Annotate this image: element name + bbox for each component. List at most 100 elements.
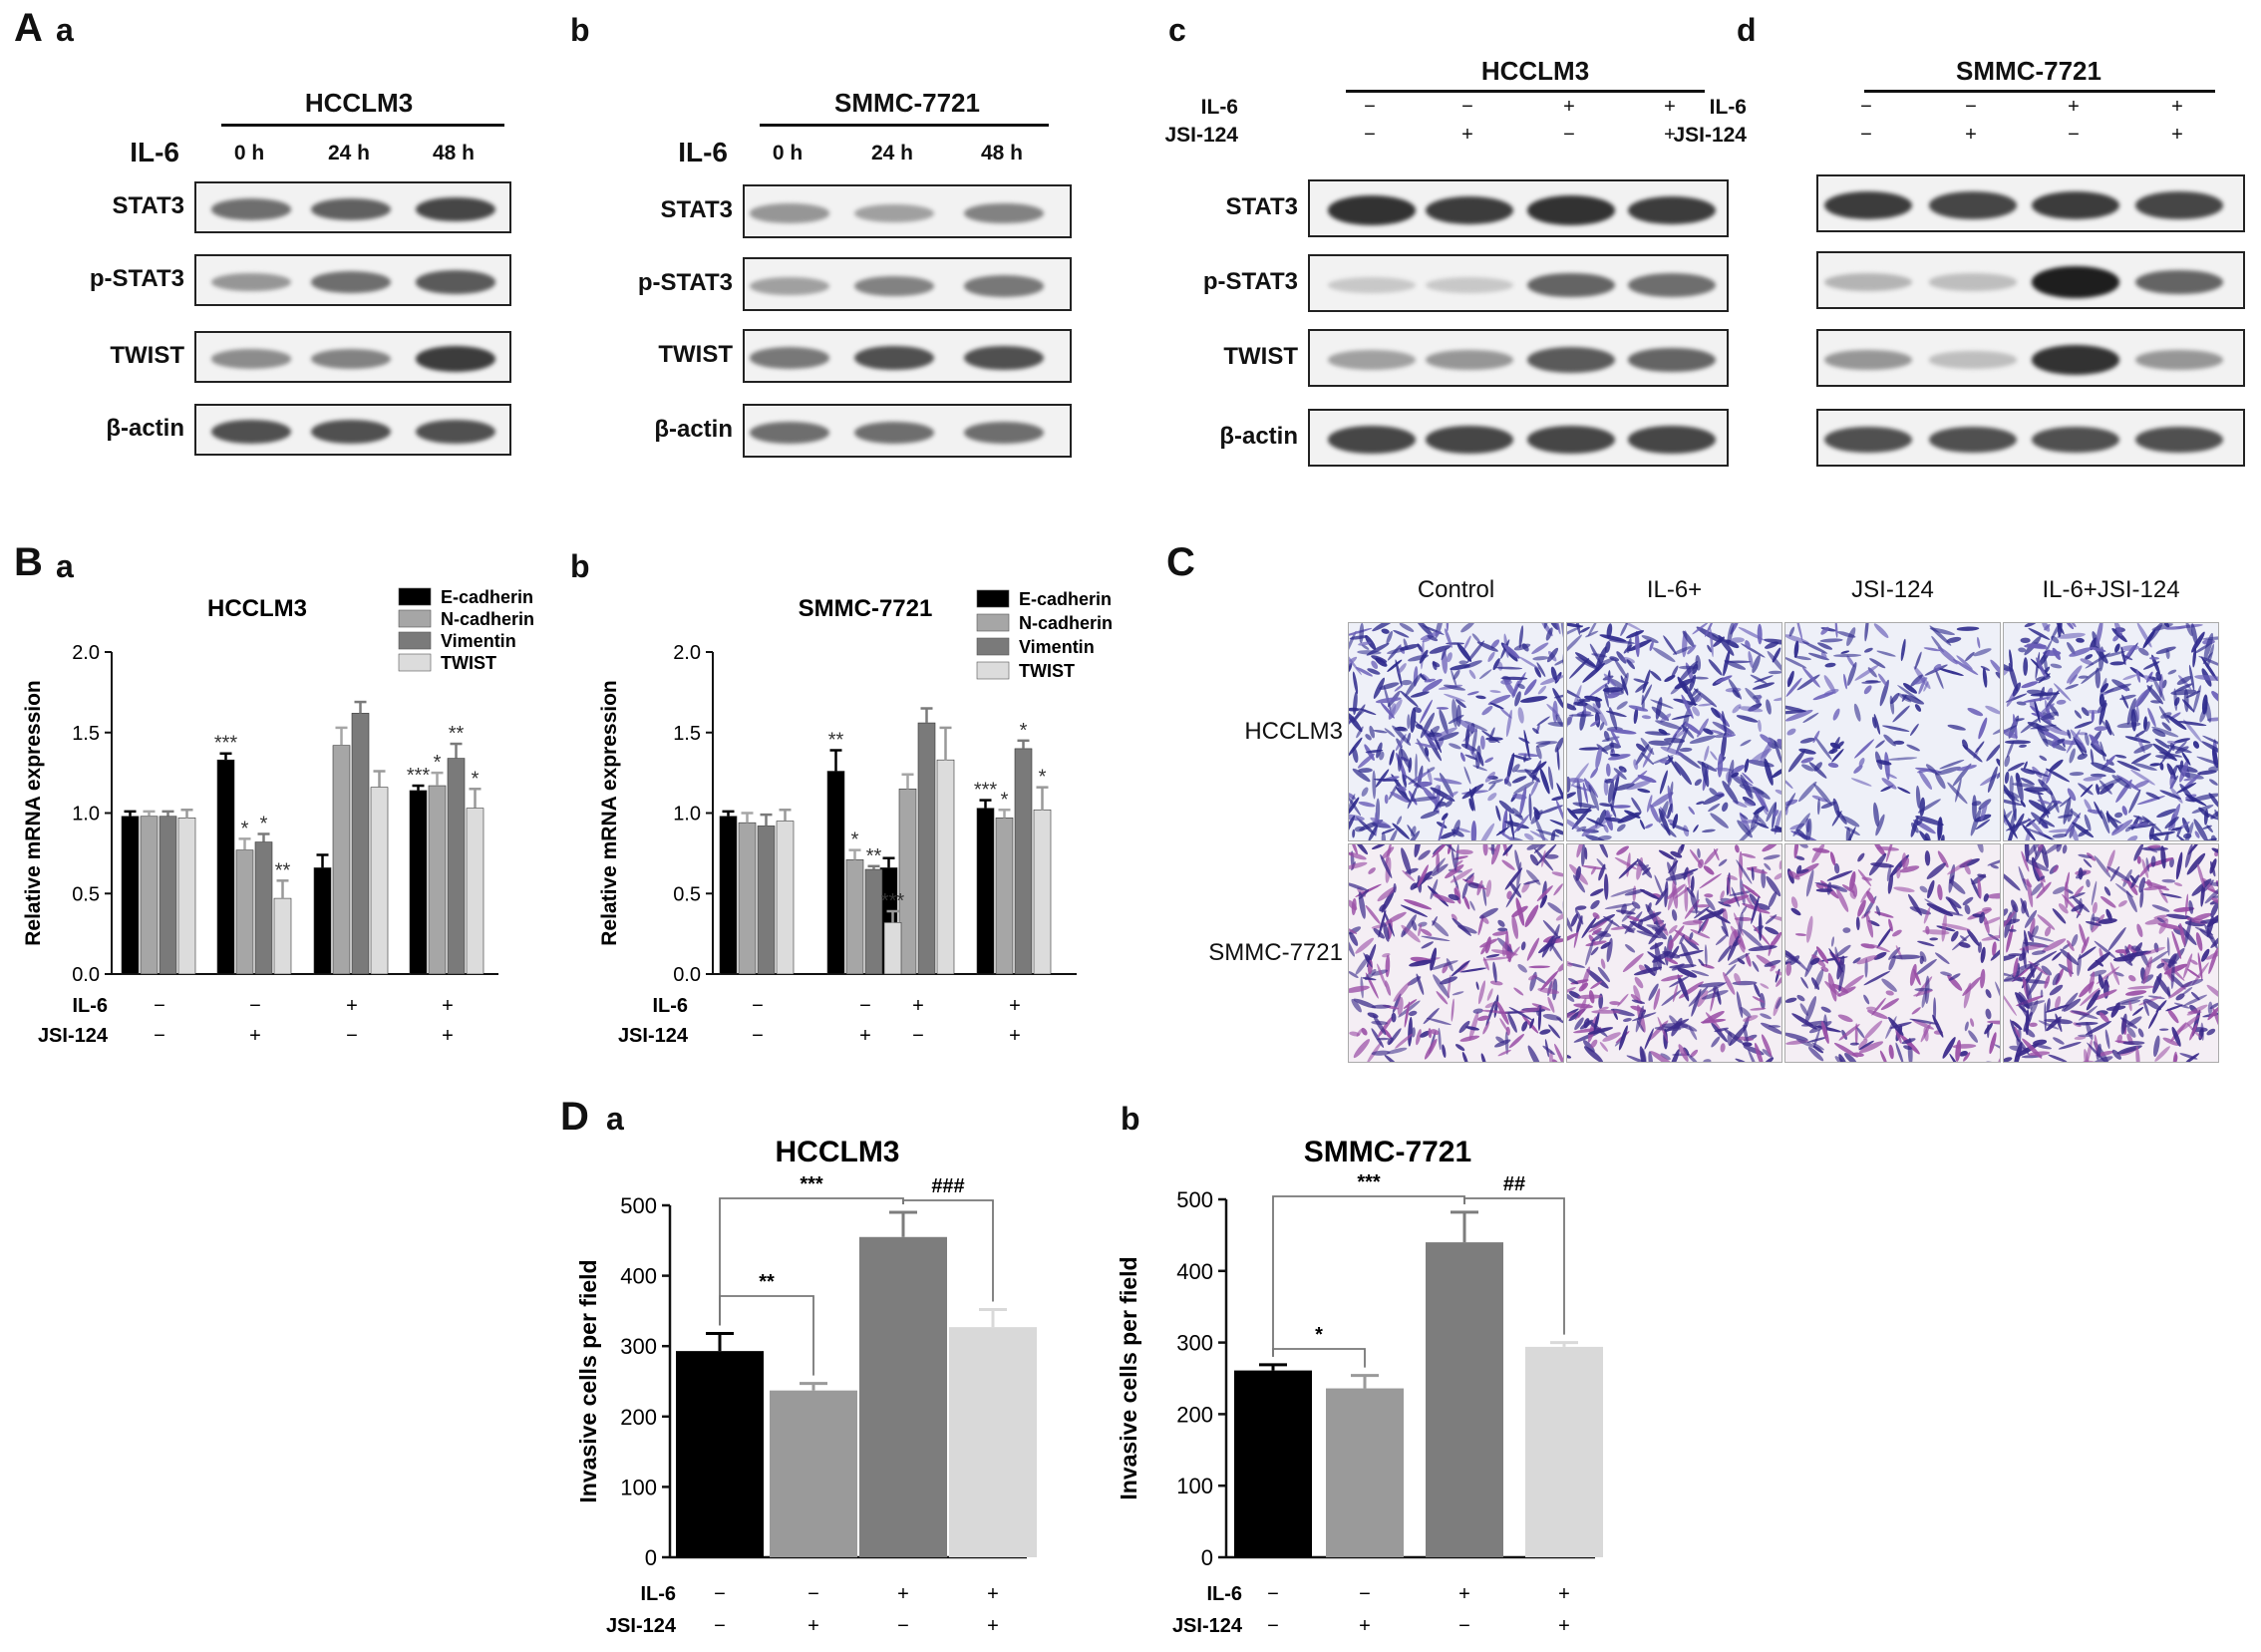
stained-cell xyxy=(2052,908,2067,924)
stained-cell xyxy=(1790,907,1801,916)
stained-cell xyxy=(1385,980,1392,996)
stained-cell xyxy=(2004,910,2016,933)
stained-cell xyxy=(1811,844,1825,863)
stained-cell xyxy=(2069,647,2093,657)
stained-cell xyxy=(1805,869,1814,897)
blot-band xyxy=(964,345,1044,371)
y-tick-label: 1.5 xyxy=(72,723,100,745)
micrograph-image xyxy=(2003,622,2219,841)
stained-cell xyxy=(2050,663,2063,669)
stained-cell xyxy=(1567,993,1575,1002)
stained-cell xyxy=(1760,983,1770,989)
stained-cell xyxy=(1468,1011,1479,1041)
stained-cell xyxy=(1421,941,1434,949)
stained-cell xyxy=(1582,782,1588,804)
blot-strip xyxy=(194,254,511,306)
stained-cell xyxy=(1392,823,1410,839)
stained-cell xyxy=(2060,948,2080,966)
stained-cell xyxy=(1349,931,1359,946)
stained-cell xyxy=(2044,975,2051,989)
stained-cell xyxy=(1975,819,1991,830)
stained-cell xyxy=(1679,747,1693,753)
stained-cell xyxy=(1547,766,1554,791)
stained-cell xyxy=(1830,884,1848,892)
stained-cell xyxy=(1703,793,1725,806)
stained-cell xyxy=(1742,883,1762,898)
stained-cell xyxy=(1808,762,1827,779)
stained-cell xyxy=(1785,805,1788,816)
stained-cell xyxy=(1948,973,1961,981)
stained-cell xyxy=(2208,766,2218,772)
stained-cell xyxy=(1400,690,1419,708)
stained-cell xyxy=(1826,870,1853,881)
stained-cell xyxy=(1812,730,1820,744)
stained-cell xyxy=(1870,943,1890,952)
stained-cell xyxy=(1710,627,1714,658)
stained-cell xyxy=(1646,924,1667,931)
blot-band xyxy=(854,275,934,297)
stained-cell xyxy=(1494,666,1523,670)
stained-cell xyxy=(1400,644,1420,651)
blot-band xyxy=(1628,426,1716,454)
stained-cell xyxy=(2189,1023,2198,1041)
stained-cell xyxy=(1405,830,1421,840)
stained-cell xyxy=(1886,864,1892,882)
stained-cell xyxy=(2040,818,2056,827)
stained-cell xyxy=(2100,810,2110,834)
stained-cell xyxy=(1688,806,1695,815)
stained-cell xyxy=(1640,1048,1647,1062)
stained-cell xyxy=(1428,1028,1433,1039)
stained-cell xyxy=(2130,709,2137,732)
stained-cell xyxy=(1438,732,1459,742)
stained-cell xyxy=(1973,648,1992,657)
stained-cell xyxy=(1918,771,1933,790)
stained-cell xyxy=(1618,1025,1628,1051)
stained-cell xyxy=(2164,817,2179,829)
stained-cell xyxy=(1615,909,1636,915)
blot-band xyxy=(1527,272,1615,298)
stained-cell xyxy=(1567,625,1584,638)
stained-cell xyxy=(1741,886,1755,910)
jsi-sign: − xyxy=(897,1615,909,1637)
stained-cell xyxy=(1472,1008,1483,1014)
stained-cell xyxy=(1740,1007,1752,1018)
blot-band xyxy=(1824,349,1912,371)
stained-cell xyxy=(1517,683,1525,690)
stained-cell xyxy=(2184,893,2189,917)
stained-cell xyxy=(1468,669,1476,680)
stained-cell xyxy=(1367,1012,1379,1019)
stained-cell xyxy=(1913,989,1934,997)
stained-cell xyxy=(1555,912,1563,921)
stained-cell xyxy=(1924,898,1946,913)
stained-cell xyxy=(2120,878,2139,888)
stained-cell xyxy=(1817,642,1833,650)
significance-label: * xyxy=(472,768,480,790)
stained-cell xyxy=(1606,692,1620,699)
stained-cell xyxy=(1475,695,1486,700)
stained-cell xyxy=(2042,623,2051,632)
stained-cell xyxy=(1672,814,1679,829)
stained-cell xyxy=(1551,871,1563,877)
stained-cell xyxy=(1663,635,1677,655)
stained-cell xyxy=(1368,825,1378,840)
blot-band xyxy=(2032,345,2119,375)
stained-cell xyxy=(1831,736,1840,755)
blot-ad-title: SMMC-7721 xyxy=(1956,56,2101,86)
stained-cell xyxy=(1352,671,1359,695)
stained-cell xyxy=(1639,888,1660,900)
stained-cell xyxy=(1488,782,1496,792)
stained-cell xyxy=(1641,694,1645,711)
stained-cell xyxy=(2071,623,2077,628)
stained-cell xyxy=(2023,761,2028,770)
stained-cell xyxy=(1788,626,1795,637)
stained-cell xyxy=(1970,1018,1975,1027)
stained-cell xyxy=(1738,626,1765,641)
stained-cell xyxy=(1577,997,1587,1019)
stained-cell xyxy=(1873,623,1889,638)
stained-cell xyxy=(1421,935,1451,942)
stained-cell xyxy=(1990,864,1999,869)
stained-cell xyxy=(1695,696,1703,703)
stained-cell xyxy=(1875,740,1885,749)
stained-cell xyxy=(1836,741,1844,749)
stained-cell xyxy=(1530,778,1540,797)
